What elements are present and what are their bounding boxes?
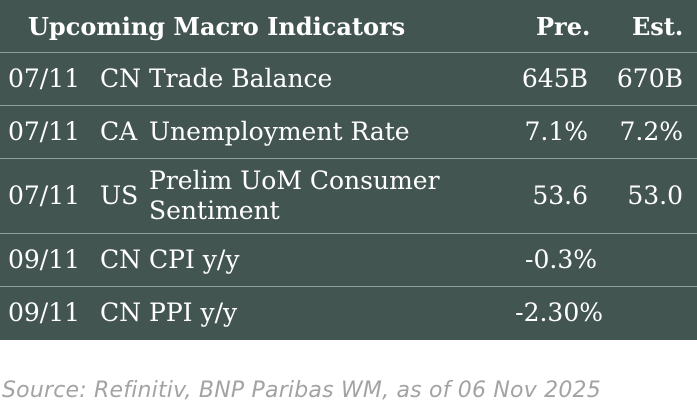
table-row: 09/11 CN CPI y/y -0.3% — [0, 234, 697, 287]
row-indicator: Unemployment Rate — [149, 117, 410, 146]
row-previous: 53.6 — [532, 181, 588, 210]
row-country: CN — [100, 298, 142, 327]
column-header-previous: Pre. — [536, 12, 591, 41]
row-estimate: 7.2% — [619, 117, 683, 146]
table-row: 07/11 CN Trade Balance 645B 670B — [0, 53, 697, 106]
table-header: Upcoming Macro Indicators Pre. Est. — [0, 0, 697, 53]
source-note: Source: Refinitiv, BNP Paribas WM, as of… — [2, 378, 601, 403]
column-header-estimate: Est. — [632, 12, 684, 41]
row-date: 07/11 — [8, 64, 81, 93]
row-previous: 645B — [521, 64, 588, 93]
row-date: 09/11 — [8, 298, 81, 327]
row-indicator: PPI y/y — [149, 298, 238, 327]
row-previous: -0.3% — [525, 245, 597, 274]
row-country: CA — [100, 117, 138, 146]
row-estimate: 53.0 — [627, 181, 683, 210]
row-estimate: 670B — [616, 64, 683, 93]
row-date: 07/11 — [8, 181, 81, 210]
row-indicator: Trade Balance — [149, 64, 333, 93]
table-row: 07/11 CA Unemployment Rate 7.1% 7.2% — [0, 106, 697, 159]
row-country: US — [100, 181, 139, 210]
row-previous: -2.30% — [515, 298, 603, 327]
macro-indicators-table: Upcoming Macro Indicators Pre. Est. 07/1… — [0, 0, 697, 340]
row-country: CN — [100, 64, 142, 93]
row-indicator: Prelim UoM Consumer Sentiment — [149, 166, 440, 225]
table-row: 09/11 CN PPI y/y -2.30% — [0, 287, 697, 340]
row-date: 07/11 — [8, 117, 81, 146]
row-indicator: CPI y/y — [149, 245, 240, 274]
row-previous: 7.1% — [524, 117, 588, 146]
table-row: 07/11 US Prelim UoM Consumer Sentiment 5… — [0, 159, 697, 234]
row-date: 09/11 — [8, 245, 81, 274]
table-title: Upcoming Macro Indicators — [28, 12, 406, 41]
row-country: CN — [100, 245, 142, 274]
